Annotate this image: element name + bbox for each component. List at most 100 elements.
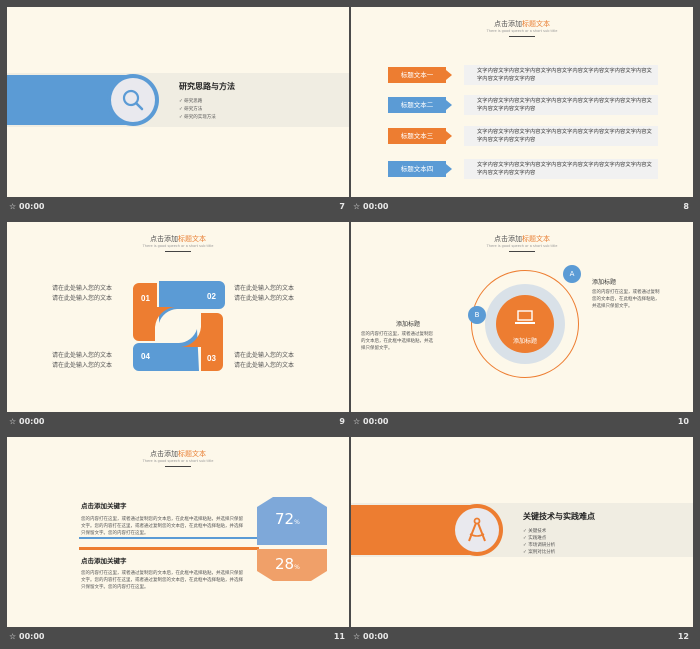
circle-inner (455, 508, 499, 552)
row-label: 标题文本一 (388, 67, 452, 83)
row-text: 文字内容文字内容文字内容文字内容文字内容文字内容文字内容文字内容文字内容文字内容… (477, 162, 652, 176)
marker-b: B (468, 306, 486, 324)
list-item: ✓ 案例对比分析 (523, 550, 556, 555)
list-item: ✓ 研究方法 (179, 107, 203, 112)
star-icon: ☆ (9, 417, 17, 426)
underline (509, 36, 535, 37)
timing: 00:00 (363, 202, 389, 211)
list-item: ✓ 市场调研分析 (523, 543, 556, 548)
list-item: ✓ 关键技术 (523, 529, 547, 534)
caption-bar: ☆ 00:00 7 (7, 197, 349, 219)
row-background (464, 65, 658, 85)
slide-subtitle: There is good speech or a short sub titl… (486, 244, 558, 248)
cycle-number: 04 (141, 352, 150, 361)
cycle-diagram: 01 02 03 04 (133, 281, 225, 371)
percent-badge (257, 549, 327, 581)
laptop-icon (515, 310, 535, 324)
row-text: 文字内容文字内容文字内容文字内容文字内容文字内容文字内容文字内容文字内容文字内容… (477, 68, 652, 82)
row-text: 文字内容文字内容文字内容文字内容文字内容文字内容文字内容文字内容文字内容文字内容… (477, 129, 652, 143)
slide-canvas: 研究思路与方法 ✓ 研究思路 ✓ 研究方法 ✓ 研究的实现方法 (7, 7, 349, 197)
cycle-number: 02 (207, 292, 216, 301)
timing: 00:00 (363, 417, 389, 426)
callout-body: 您的内容打在这里，或者通过复制您的文本后，在此框中选择粘贴，并选择只保留文字。 (592, 290, 660, 309)
slide-canvas: 点击添加标题文本 There is good speech or a short… (7, 222, 349, 412)
slide-number: 11 (333, 632, 345, 641)
row-text: 文字内容文字内容文字内容文字内容文字内容文字内容文字内容文字内容文字内容文字内容… (477, 98, 652, 112)
slide-thumbnail-8[interactable]: 点击添加标题文本 There is good speech or a short… (351, 7, 693, 219)
caption-bar: ☆ 00:00 8 (351, 197, 693, 219)
star-icon: ☆ (9, 632, 17, 641)
cycle-number: 01 (141, 294, 150, 303)
keyword-heading: 点击添加关键字 (81, 502, 127, 510)
center-label: 添加标题 (512, 338, 537, 345)
row-label: 标题文本四 (388, 161, 452, 177)
text-block: 请在此处输入您的文本 请在此处输入您的文本 (234, 352, 295, 369)
text-block: 请在此处输入您的文本 请在此处输入您的文本 (52, 352, 113, 369)
search-icon (122, 89, 144, 111)
text-block: 请在此处输入您的文本 请在此处输入您的文本 (234, 285, 295, 302)
slide-canvas: 点击添加标题文本 There is good speech or a short… (351, 222, 693, 412)
row-background (464, 95, 658, 115)
divider (79, 547, 259, 550)
text-block: 请在此处输入您的文本 请在此处输入您的文本 (52, 285, 113, 302)
outer-ring (471, 270, 579, 378)
percent-value: 72% (275, 510, 300, 528)
percent-value: 28% (275, 555, 300, 573)
slide-number: 8 (683, 202, 689, 211)
slide-subtitle: There is good speech or a short sub titl… (486, 29, 558, 33)
slide-number: 7 (339, 202, 345, 211)
list-item: ✓ 研究思路 (179, 99, 203, 104)
section-title: 关键技术与实践难点 (523, 512, 595, 521)
underline (165, 251, 191, 252)
slide-number: 12 (677, 632, 689, 641)
slide-header: 点击添加标题文本 (494, 235, 550, 243)
list-item: ✓ 研究的实现方法 (179, 115, 216, 120)
row-label: 标题文本三 (388, 128, 452, 144)
slide-thumbnail-10[interactable]: 点击添加标题文本 There is good speech or a short… (351, 222, 693, 434)
row-label: 标题文本二 (388, 97, 452, 113)
divider (79, 537, 259, 539)
slide-number: 9 (339, 417, 345, 426)
timing: 00:00 (363, 632, 389, 641)
callout-heading: 添加标题 (592, 279, 617, 286)
section-title: 研究思路与方法 (179, 82, 235, 91)
percent-badge (257, 497, 327, 545)
underline (165, 466, 191, 467)
marker-a: A (563, 265, 581, 283)
keyword-body: 您的内容打在这里，或者通过复制您的文本后，在此框中选择粘贴，并选择只保留文字。您… (81, 571, 243, 590)
slide-header: 点击添加标题文本 (494, 20, 550, 28)
timing: 00:00 (19, 417, 45, 426)
star-icon: ☆ (9, 202, 17, 211)
caption-bar: ☆ 00:00 9 (7, 412, 349, 434)
slide-thumbnail-12[interactable]: 关键技术与实践难点 ✓ 关键技术 ✓ 实践难点 ✓ 市场调研分析 ✓ 案例对比分… (351, 437, 693, 649)
star-icon: ☆ (353, 632, 361, 641)
underline (509, 251, 535, 252)
timing: 00:00 (19, 202, 45, 211)
caption-bar: ☆ 00:00 12 (351, 627, 693, 649)
row-background (464, 159, 658, 179)
callout-heading: 添加标题 (396, 321, 421, 328)
caption-bar: ☆ 00:00 11 (7, 627, 349, 649)
slide-subtitle: There is good speech or a short sub titl… (142, 459, 214, 463)
compass-icon (468, 517, 486, 542)
slide-thumbnail-11[interactable]: 点击添加标题文本 There is good speech or a short… (7, 437, 349, 649)
slide-canvas: 点击添加标题文本 There is good speech or a short… (7, 437, 349, 627)
star-icon: ☆ (353, 417, 361, 426)
slide-canvas: 关键技术与实践难点 ✓ 关键技术 ✓ 实践难点 ✓ 市场调研分析 ✓ 案例对比分… (351, 437, 693, 627)
list-item: ✓ 实践难点 (523, 536, 547, 541)
timing: 00:00 (19, 632, 45, 641)
slide-canvas: 点击添加标题文本 There is good speech or a short… (351, 7, 693, 197)
slide-thumbnail-7[interactable]: 研究思路与方法 ✓ 研究思路 ✓ 研究方法 ✓ 研究的实现方法 ☆ 00:00 … (7, 7, 349, 219)
star-icon: ☆ (353, 202, 361, 211)
slide-header: 点击添加标题文本 (150, 450, 206, 458)
slide-thumbnail-9[interactable]: 点击添加标题文本 There is good speech or a short… (7, 222, 349, 434)
keyword-heading: 点击添加关键字 (81, 557, 127, 565)
circle-inner (111, 78, 155, 122)
slide-subtitle: There is good speech or a short sub titl… (142, 244, 214, 248)
cycle-number: 03 (207, 354, 216, 363)
slide-number: 10 (677, 417, 689, 426)
row-background (464, 126, 658, 146)
caption-bar: ☆ 00:00 10 (351, 412, 693, 434)
slide-header: 点击添加标题文本 (150, 235, 206, 243)
